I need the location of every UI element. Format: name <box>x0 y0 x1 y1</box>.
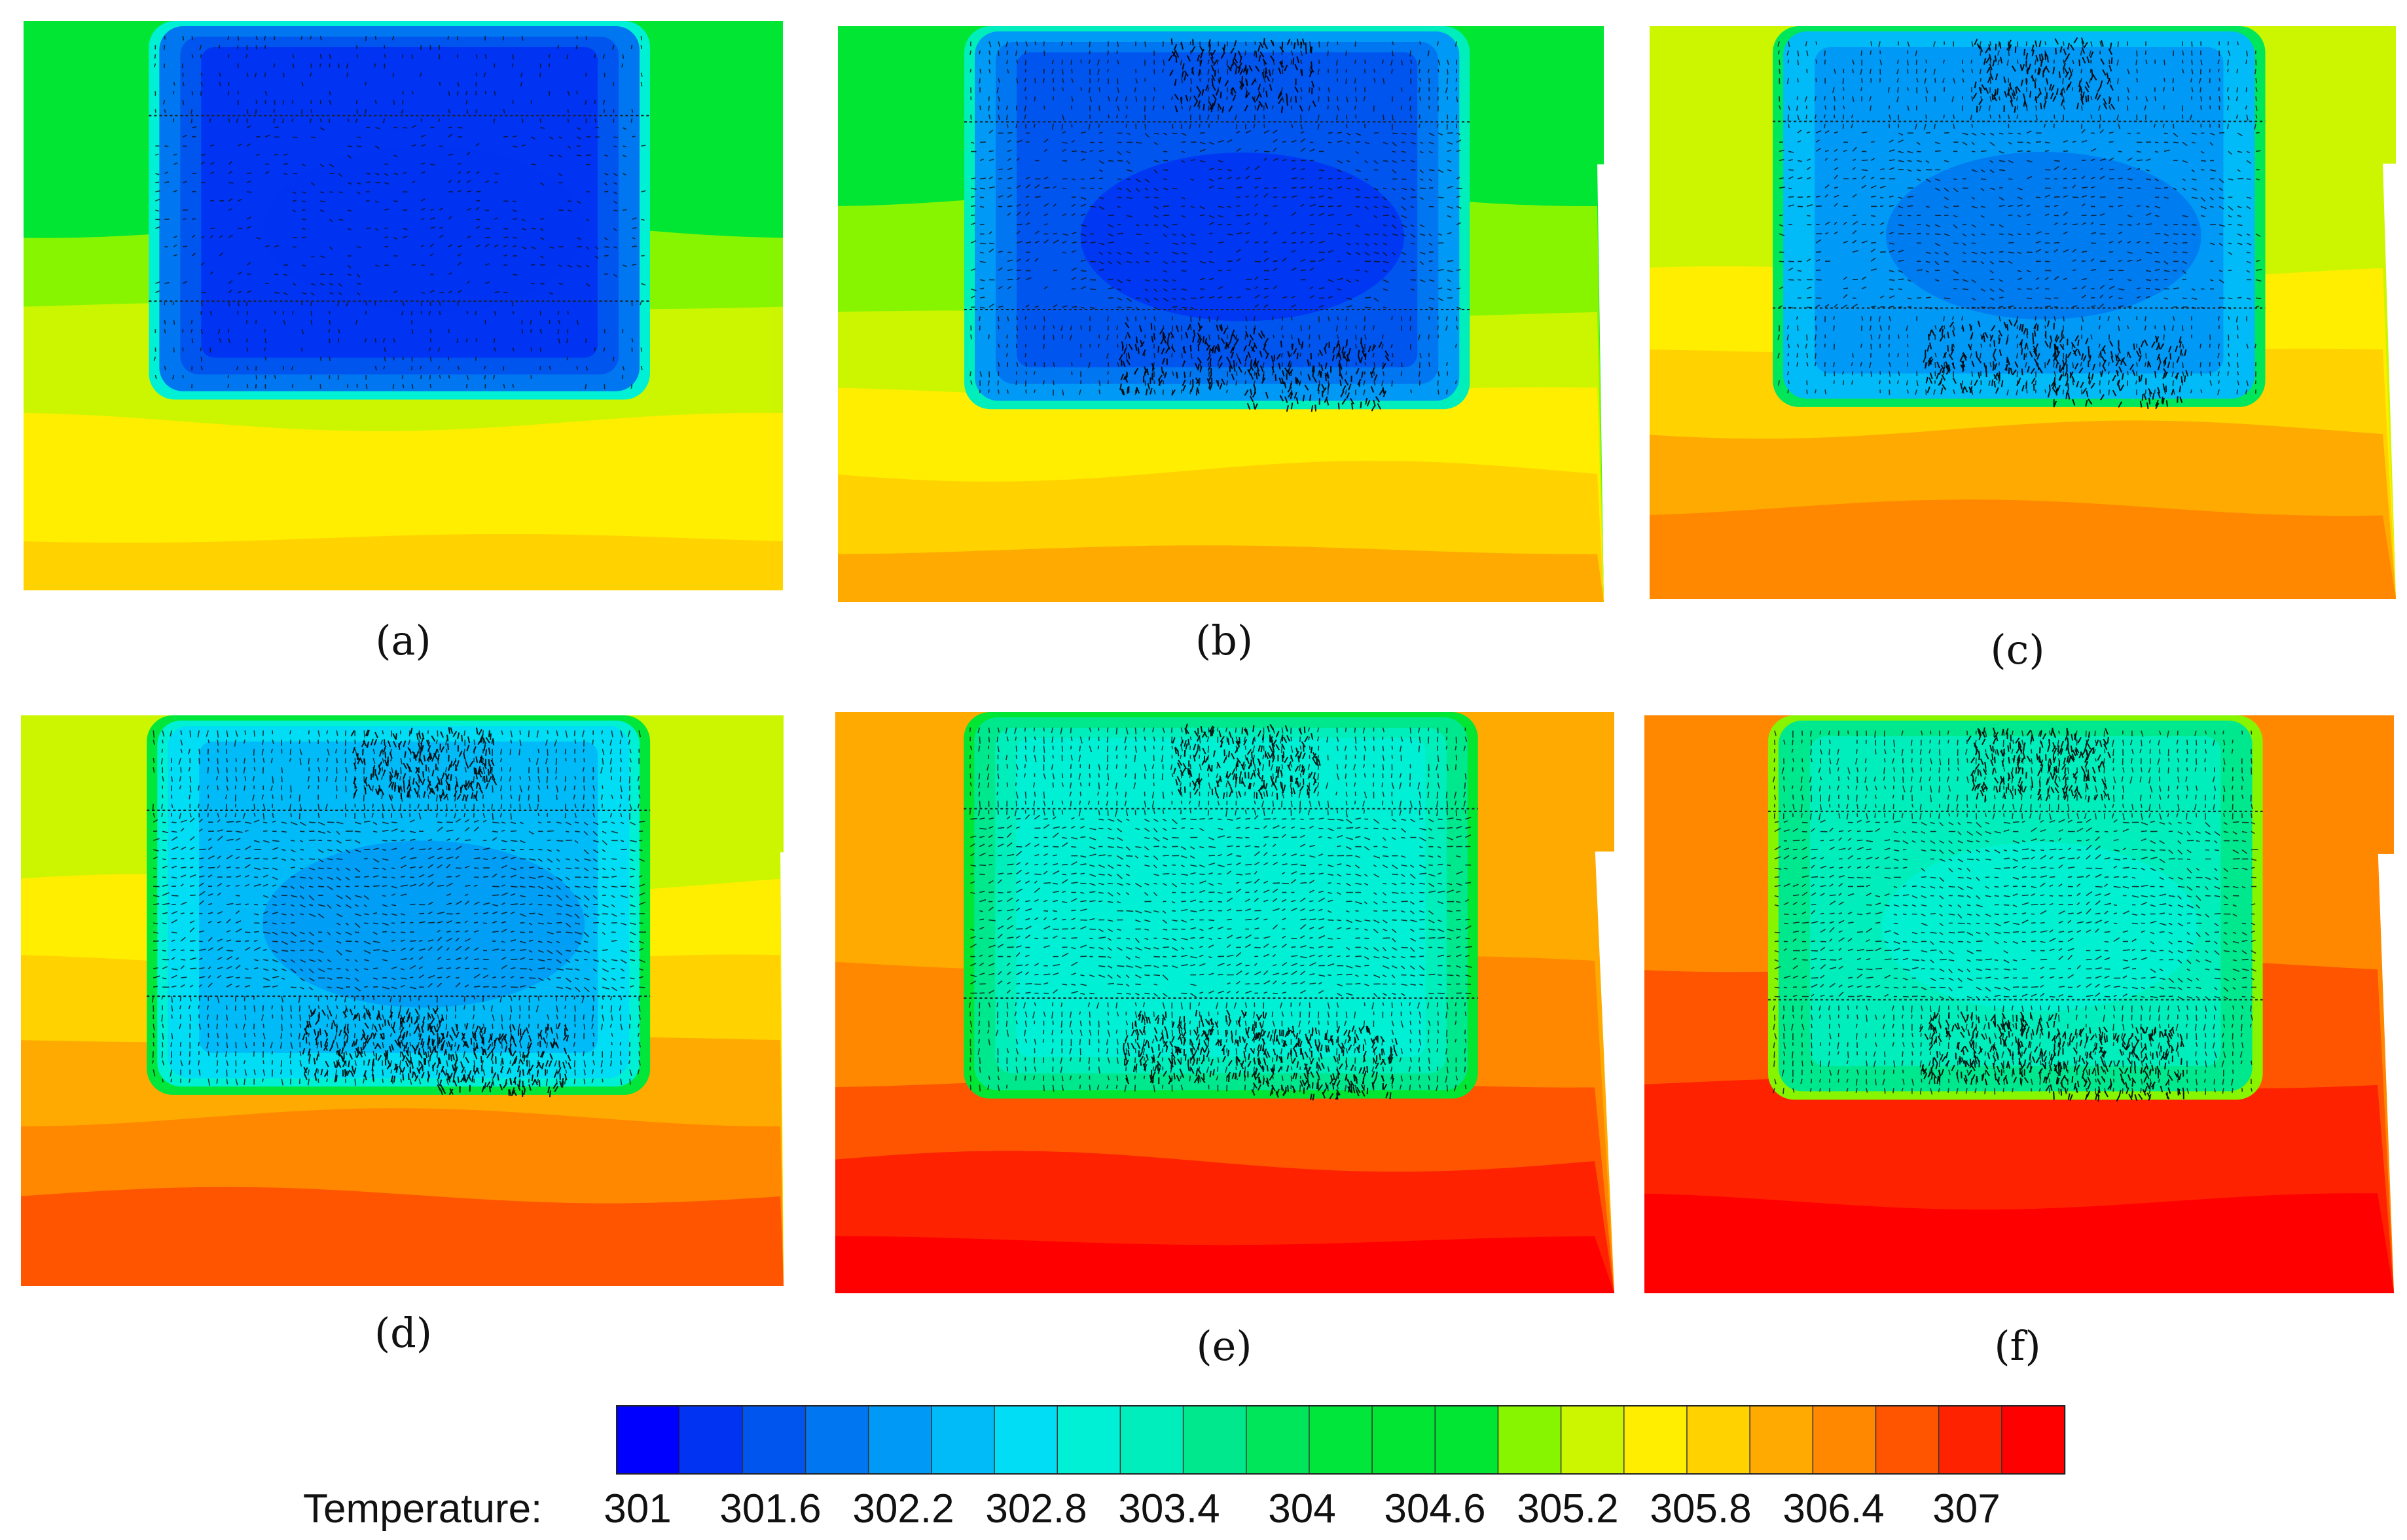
velocity-vectors <box>153 35 646 389</box>
caption-f: (f) <box>1994 1322 2041 1370</box>
vector-cluster <box>1244 337 1390 412</box>
vector-cluster <box>2044 1026 2185 1102</box>
colorbar-swatch <box>1875 1405 1940 1475</box>
vector-cluster <box>1123 1009 1271 1084</box>
colorbar-swatch <box>1812 1405 1877 1475</box>
vector-cluster <box>1251 1025 1398 1101</box>
colorbar-swatch <box>867 1405 933 1475</box>
background-band <box>838 545 1604 602</box>
colorbar-tick-label: 302.2 <box>852 1486 954 1531</box>
colorbar-swatch <box>616 1405 681 1475</box>
vector-cluster <box>1119 322 1265 396</box>
colorbar-swatch <box>994 1405 1059 1475</box>
vector-cluster <box>302 1007 445 1083</box>
velocity-vectors <box>969 41 1462 396</box>
legend-title: Temperature: <box>303 1486 543 1531</box>
vector-cluster <box>2047 334 2189 410</box>
caption-d: (d) <box>374 1309 433 1357</box>
colorbar-swatch <box>1182 1405 1247 1475</box>
colorbar-tick-label: 305.8 <box>1650 1486 1752 1531</box>
colorbar-swatch <box>1057 1405 1121 1475</box>
colorbar-tick-label: 304 <box>1268 1486 1336 1531</box>
vector-cluster <box>1966 727 2111 802</box>
panel-c <box>1650 26 2396 599</box>
colorbar-swatch <box>679 1405 744 1475</box>
colorbar-tick-label: 303.4 <box>1118 1486 1220 1531</box>
colorbar-tick-label: 307 <box>1932 1486 2000 1531</box>
background-band <box>835 1236 1614 1293</box>
colorbar-swatch <box>1938 1405 2003 1475</box>
panel-e <box>835 712 1614 1293</box>
velocity-vectors <box>1777 41 2262 396</box>
vector-cluster <box>1172 723 1321 800</box>
caption-a: (a) <box>375 617 431 664</box>
caption-b: (b) <box>1195 617 1254 664</box>
panel-d <box>21 715 784 1286</box>
velocity-vectors <box>968 727 1473 1092</box>
contour-plot-d <box>21 715 784 1286</box>
vector-cluster <box>427 1022 571 1098</box>
colorbar-swatch <box>1245 1405 1311 1475</box>
colorbar-swatch <box>1560 1405 1625 1475</box>
contour-plot-c <box>1650 26 2396 599</box>
colorbar-tick-label: 305.2 <box>1517 1486 1619 1531</box>
colorbar-swatch <box>742 1405 806 1475</box>
colorbar-swatch <box>1434 1405 1499 1475</box>
colorbar-tick-label: 302.8 <box>985 1486 1087 1531</box>
colorbar-swatch <box>1497 1405 1562 1475</box>
contour-plot-b <box>838 26 1604 602</box>
colorbar-swatch <box>1749 1405 1814 1475</box>
contour-plot-a <box>24 21 783 590</box>
colorbar-swatch <box>931 1405 996 1475</box>
contour-plot-e <box>835 712 1614 1293</box>
colorbar-frame <box>616 1405 2065 1475</box>
background-band <box>1644 1236 2394 1293</box>
contour-plot-f <box>1644 715 2394 1293</box>
panel-f <box>1644 715 2394 1293</box>
colorbar-tick-label: 304.6 <box>1384 1486 1486 1531</box>
colorbar-swatch <box>1309 1405 1373 1475</box>
colorbar-tick-label: 306.4 <box>1783 1486 1885 1531</box>
background-band <box>1650 542 2396 599</box>
background-band <box>24 534 783 590</box>
colorbar-swatch <box>1686 1405 1751 1475</box>
cold-core-swirl <box>262 840 585 1008</box>
velocity-vectors <box>152 730 647 1086</box>
cold-core-swirl <box>1081 839 1411 1010</box>
colorbar-swatch <box>1119 1405 1184 1475</box>
vector-cluster <box>1919 1011 2060 1086</box>
colorbar-swatch <box>2001 1405 2066 1475</box>
caption-c: (c) <box>1990 626 2045 673</box>
colorbar-tick-label: 301 <box>604 1486 672 1531</box>
vector-cluster <box>1168 38 1316 113</box>
vector-cluster <box>350 726 498 802</box>
cold-core-swirl <box>1881 842 2199 1012</box>
cold-core-swirl <box>264 145 585 313</box>
cold-core-swirl <box>1886 152 2201 320</box>
panel-a <box>24 21 783 590</box>
colorbar-tick-label: 301.6 <box>719 1486 822 1531</box>
colorbar-swatch <box>1371 1405 1436 1475</box>
vector-cluster <box>1923 319 2065 395</box>
colorbar-swatch <box>805 1405 869 1475</box>
panel-b <box>838 26 1604 602</box>
caption-e: (e) <box>1196 1322 1252 1370</box>
vector-cluster <box>1972 37 2116 113</box>
cold-core-swirl <box>1080 152 1404 321</box>
background-band <box>21 1229 784 1286</box>
colorbar-swatch <box>1623 1405 1688 1475</box>
